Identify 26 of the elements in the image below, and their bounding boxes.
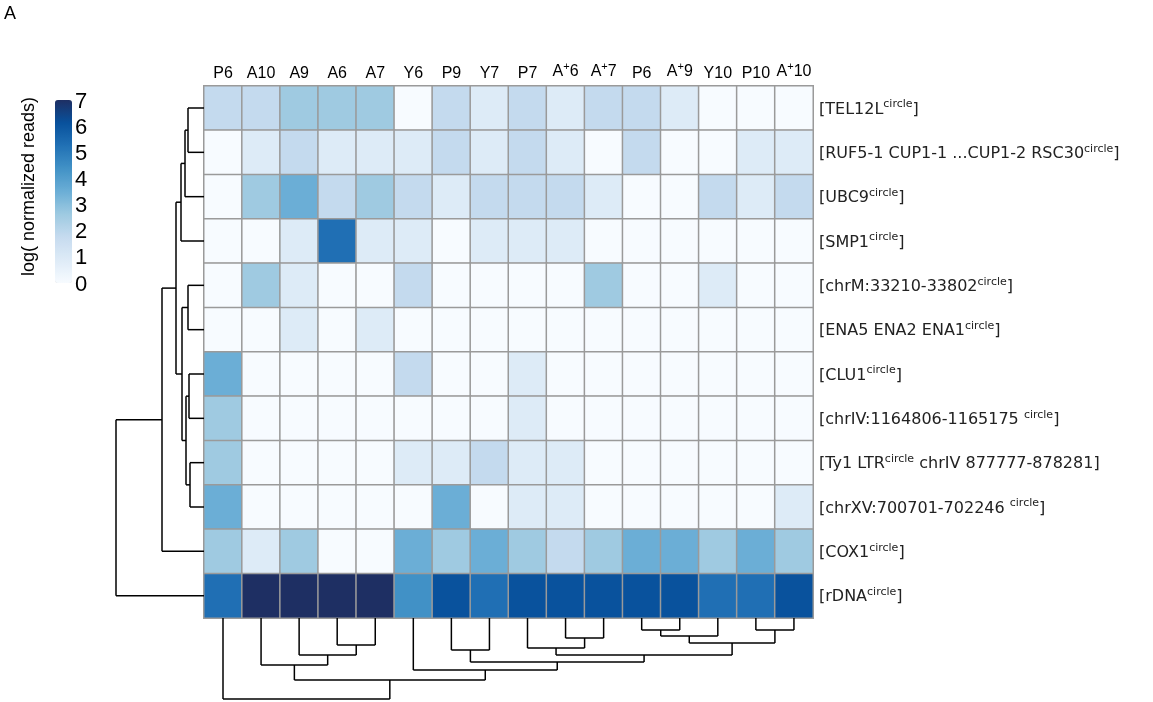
x-tick-label: A7 bbox=[365, 63, 386, 81]
color-bar-label: 3 bbox=[75, 192, 88, 218]
x-tick-label: P6 bbox=[213, 63, 233, 81]
x-tick-label: Y6 bbox=[403, 63, 424, 81]
x-tick-label: Y10 bbox=[703, 63, 733, 81]
color-bar-label: 0 bbox=[75, 270, 88, 296]
x-tick-label: A+9 bbox=[666, 59, 693, 79]
x-tick-label: A+10 bbox=[776, 59, 812, 79]
color-bar-title: log( normalized reads) bbox=[18, 96, 38, 277]
x-tick-label: A10 bbox=[246, 63, 276, 81]
x-tick-label: P10 bbox=[741, 63, 771, 81]
color-bar-label: 2 bbox=[75, 218, 88, 244]
color-bar-label: 5 bbox=[75, 139, 88, 165]
x-tick-label: Y7 bbox=[479, 63, 500, 81]
x-tick-label: A6 bbox=[327, 63, 348, 81]
color-bar-label: 1 bbox=[75, 244, 88, 270]
x-tick-label: P9 bbox=[441, 63, 462, 81]
text: A bbox=[4, 3, 17, 23]
color-bar-label: 6 bbox=[75, 113, 88, 139]
x-tick-label: A+7 bbox=[590, 59, 617, 79]
x-tick-label: A9 bbox=[289, 63, 310, 81]
color-bar-label: 7 bbox=[75, 87, 88, 113]
x-tick-label: P6 bbox=[631, 63, 652, 81]
x-tick-label: A+6 bbox=[552, 59, 579, 79]
color-bar-label: 4 bbox=[75, 165, 88, 191]
x-tick-label: P7 bbox=[517, 63, 538, 81]
